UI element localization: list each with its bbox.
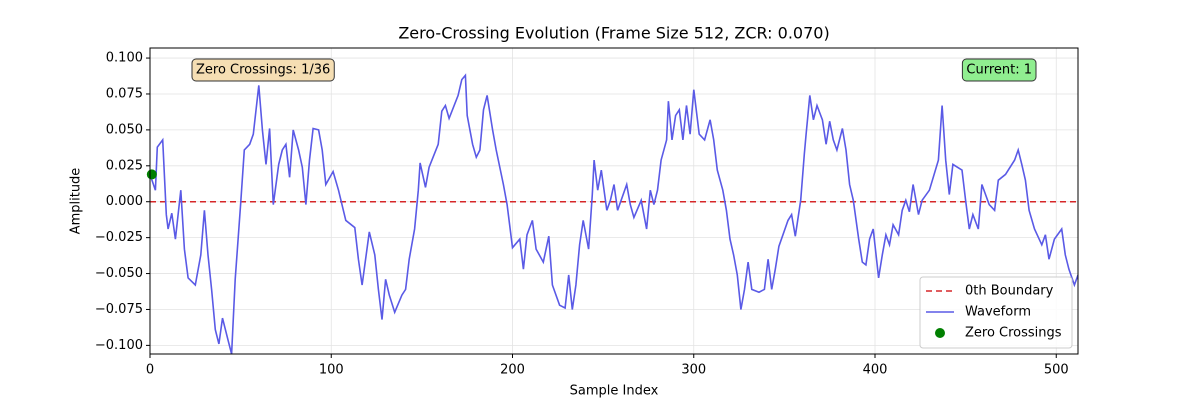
- x-tick-label: 300: [681, 363, 706, 378]
- y-tick-label: 0.000: [106, 194, 143, 209]
- x-tick-label: 400: [863, 363, 888, 378]
- plot-frame: [149, 47, 1079, 355]
- y-tick-label: −0.025: [95, 230, 143, 245]
- y-tick-label: 0.075: [106, 86, 143, 101]
- y-tick-label: −0.050: [95, 266, 143, 281]
- x-axis-label: Sample Index: [570, 384, 659, 399]
- zero-crossing-point: [146, 169, 157, 180]
- annotation: Zero Crossings: 1/36: [191, 58, 335, 82]
- legend-label: 0th Boundary: [965, 284, 1054, 299]
- annotation-text: Zero Crossings: 1/36: [196, 63, 330, 78]
- x-tick-label: 0: [146, 363, 154, 378]
- legend-label: Waveform: [965, 305, 1031, 320]
- x-tick-label: 100: [319, 363, 344, 378]
- y-axis-label: Amplitude: [69, 168, 84, 235]
- legend-label: Zero Crossings: [965, 326, 1062, 341]
- annotation: Current: 1: [961, 58, 1037, 82]
- annotation-text: Current: 1: [966, 63, 1032, 78]
- y-tick-label: 0.025: [106, 158, 143, 173]
- y-tick-label: −0.075: [95, 302, 143, 317]
- y-tick-label: −0.100: [95, 338, 143, 353]
- annotation-box: [191, 58, 335, 82]
- legend-swatch: [935, 328, 945, 338]
- chart-title: Zero-Crossing Evolution (Frame Size 512,…: [398, 24, 829, 43]
- y-tick-label: 0.050: [106, 122, 143, 137]
- annotation-box: [961, 58, 1037, 82]
- waveform-line: [150, 73, 1078, 354]
- legend-box: [919, 276, 1073, 349]
- x-tick-label: 500: [1044, 363, 1069, 378]
- y-tick-label: 0.100: [106, 51, 143, 66]
- x-tick-label: 200: [500, 363, 525, 378]
